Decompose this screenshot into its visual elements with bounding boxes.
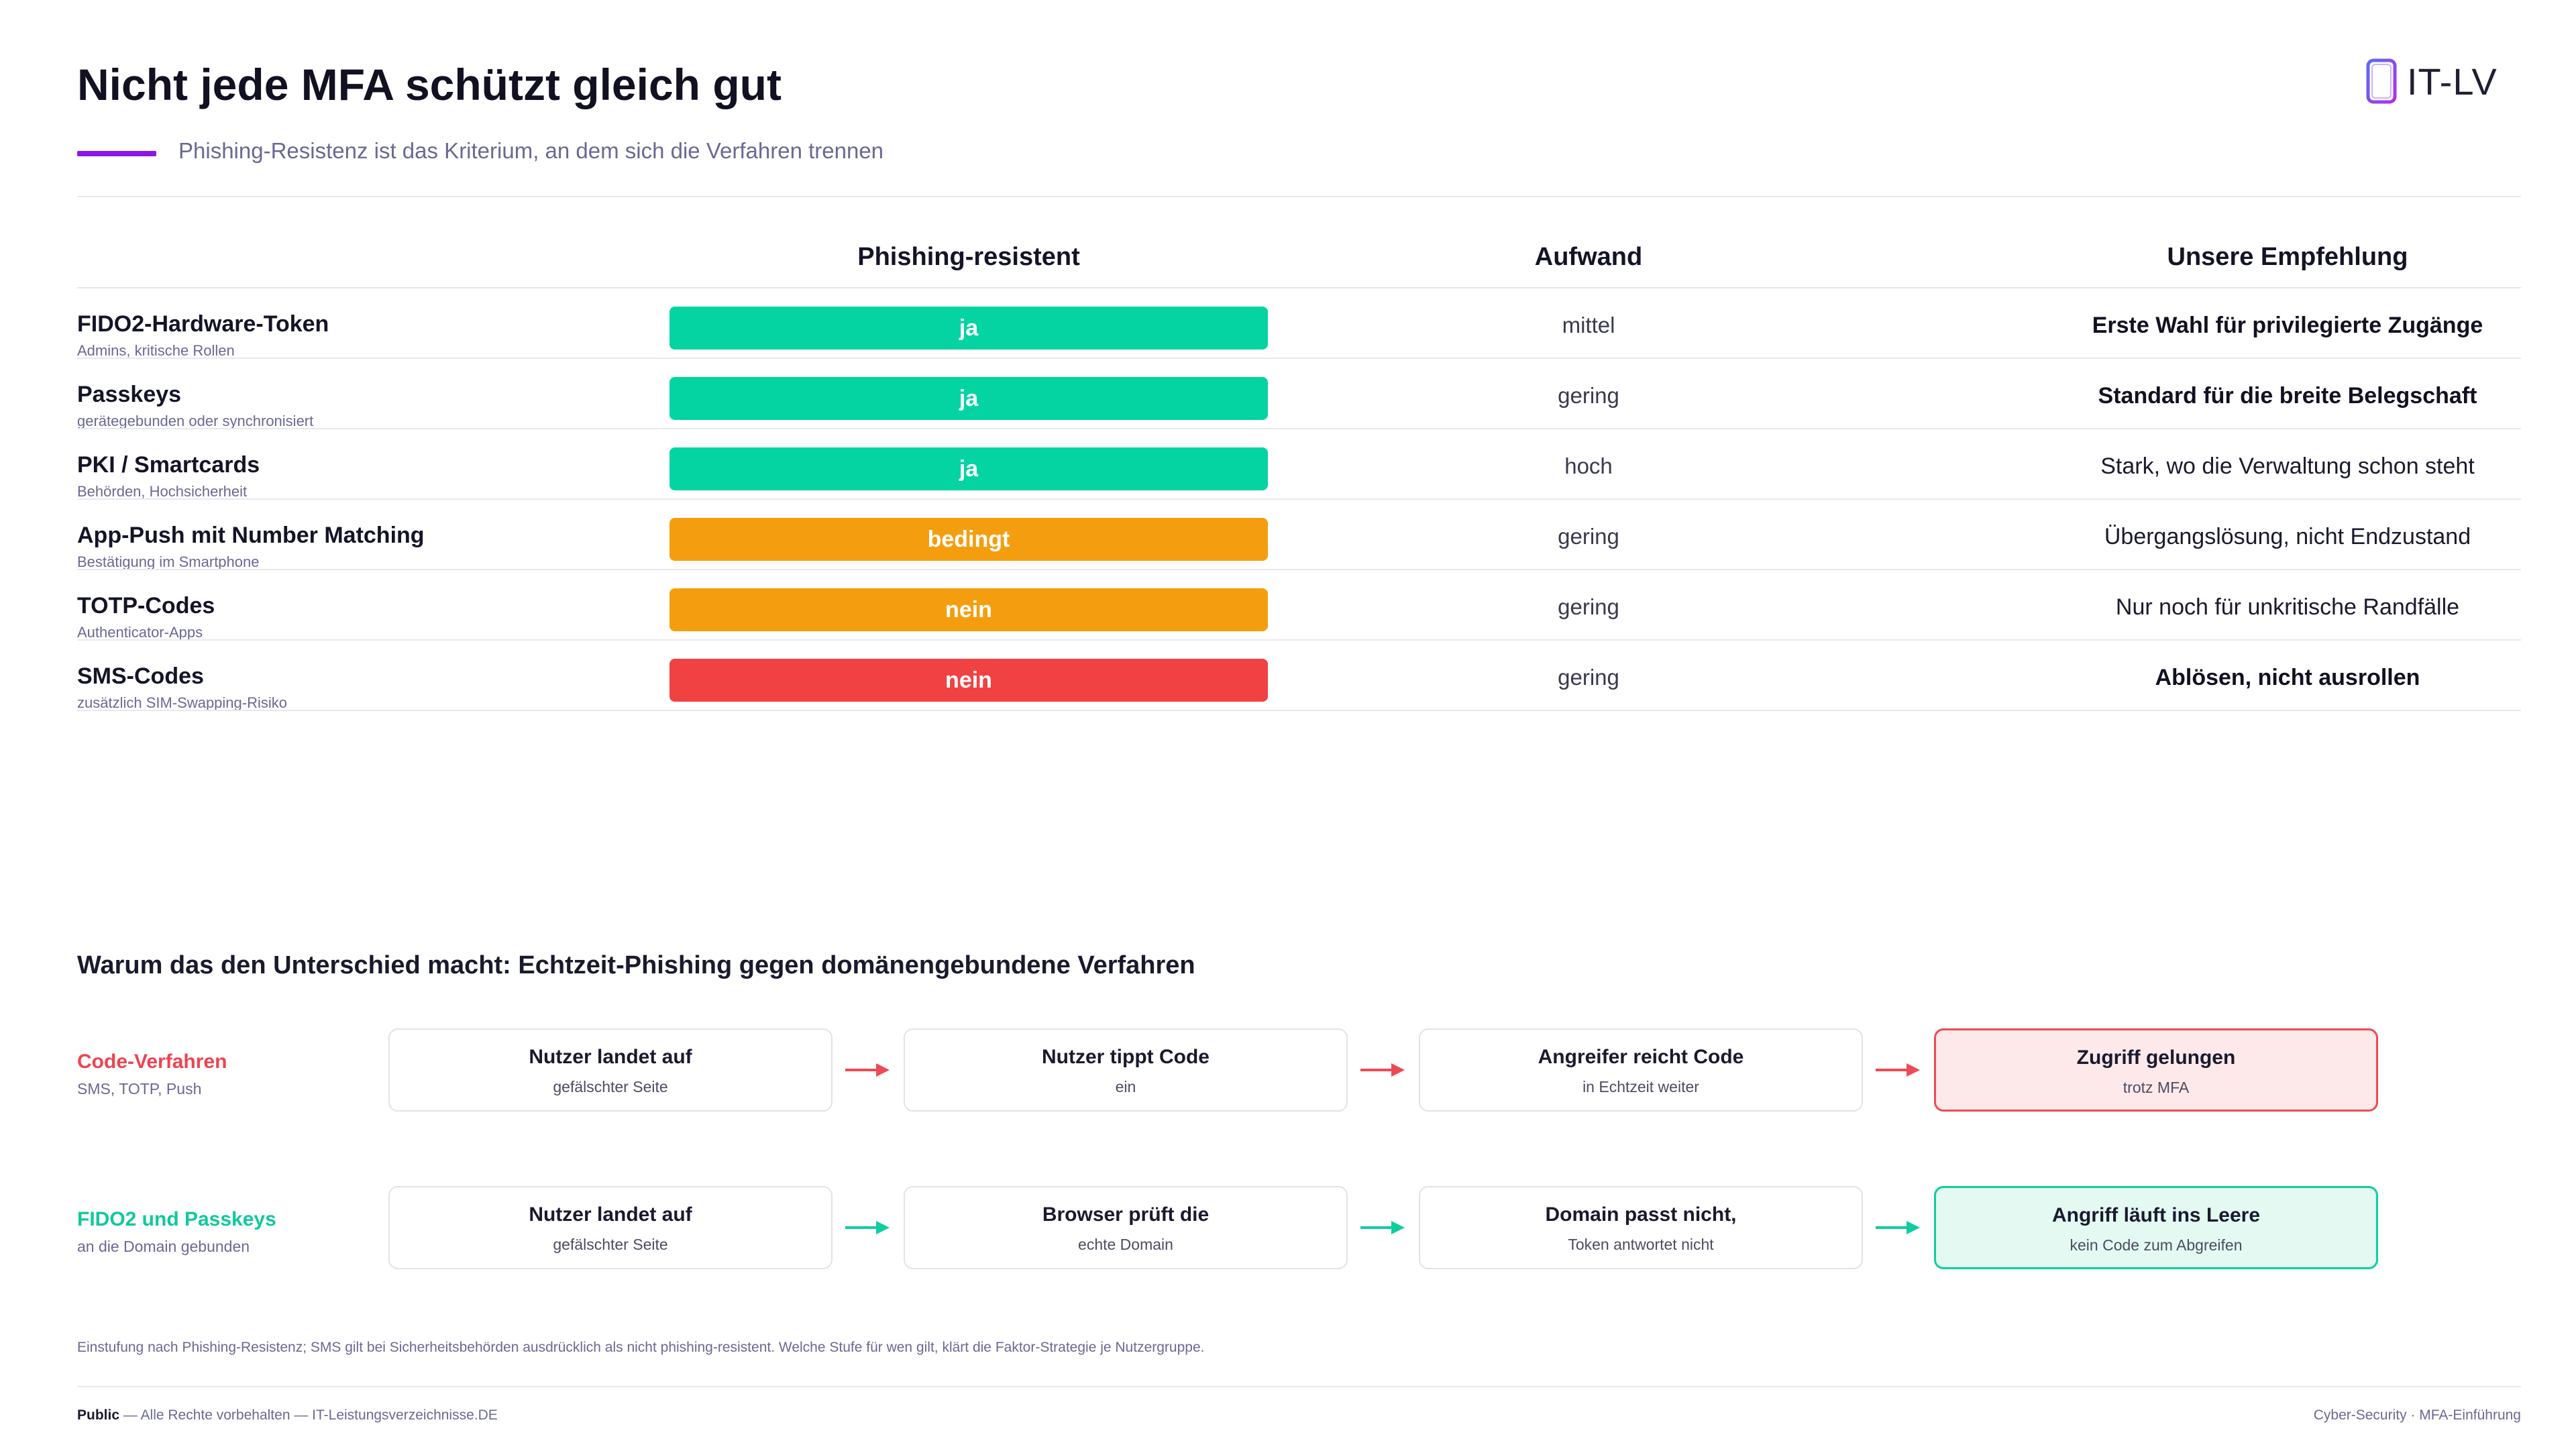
- arrow-right-icon: [845, 1063, 890, 1077]
- arrow-right-icon: [1876, 1221, 1920, 1234]
- arrow-right-icon: [1360, 1221, 1405, 1234]
- lane-subtitle-code: SMS, TOTP, Push: [77, 1080, 202, 1097]
- table-row: App-Push mit Number Matching Bestätigung…: [77, 500, 2521, 570]
- footer-right: Cyber-Security · MFA-Einführung: [2313, 1407, 2521, 1423]
- page-subtitle: Phishing-Resistenz ist das Kriterium, an…: [178, 138, 884, 163]
- row-divider: [77, 710, 2521, 711]
- arrow-right-icon: [845, 1221, 890, 1234]
- flow-step-subtitle: gefälschter Seite: [553, 1078, 668, 1095]
- row-divider: [77, 569, 2521, 570]
- phishing-status-badge: ja: [669, 307, 1268, 350]
- method-subtitle: Bestätigung im Smartphone: [77, 553, 260, 570]
- flow-step-subtitle: in Echtzeit weiter: [1582, 1078, 1699, 1095]
- flow-step-subtitle: trotz MFA: [2123, 1079, 2190, 1096]
- flow-step-title: Nutzer landet auf: [529, 1203, 692, 1226]
- column-header-empfehlung: Unsere Empfehlung: [2167, 243, 2408, 271]
- method-name: SMS-Codes: [77, 663, 204, 689]
- row-divider: [77, 428, 2521, 429]
- flow-step-title: Zugriff gelungen: [2076, 1046, 2236, 1069]
- method-name: Passkeys: [77, 382, 182, 407]
- logo-icon: [2365, 58, 2398, 105]
- flow-step-outcome-fail: Zugriff gelungen trotz MFA: [1934, 1028, 2378, 1112]
- table-row: SMS-Codes zusätzlich SIM-Swapping-Risiko…: [77, 641, 2521, 711]
- lane-subtitle-fido: an die Domain gebunden: [77, 1238, 250, 1255]
- column-header-phishing: Phishing-resistent: [857, 243, 1080, 271]
- arrow-right-icon: [1360, 1063, 1405, 1077]
- effort-value: gering: [1558, 594, 1619, 619]
- method-name: App-Push mit Number Matching: [77, 523, 425, 548]
- table-header-divider: [77, 287, 2521, 288]
- flow-step-title: Nutzer tippt Code: [1042, 1046, 1210, 1068]
- logo-text: IT-LV: [2407, 60, 2498, 103]
- footer-left: Public — Alle Rechte vorbehalten — IT-Le…: [77, 1407, 498, 1424]
- flow-step-subtitle: kein Code zum Abgreifen: [2070, 1236, 2243, 1254]
- classification-label: Public: [77, 1407, 120, 1423]
- flow-step-subtitle: ein: [1115, 1078, 1136, 1095]
- lane-label-code: Code-Verfahren: [77, 1051, 227, 1073]
- flow-step-subtitle: Token antwortet nicht: [1568, 1236, 1714, 1253]
- rights-text: — Alle Rechte vorbehalten — IT-Leistungs…: [119, 1407, 498, 1423]
- flow-step: Nutzer tippt Code ein: [904, 1028, 1348, 1112]
- recommendation: Ablösen, nicht ausrollen: [2155, 665, 2420, 690]
- flow-step: Nutzer landet auf gefälschter Seite: [388, 1028, 833, 1112]
- flow-step-title: Domain passt nicht,: [1545, 1203, 1737, 1226]
- recommendation: Stark, wo die Verwaltung schon steht: [2100, 453, 2475, 479]
- flow-step-title: Angreifer reicht Code: [1538, 1046, 1744, 1068]
- method-name: FIDO2-Hardware-Token: [77, 311, 329, 337]
- page-title: Nicht jede MFA schützt gleich gut: [77, 60, 782, 109]
- table-row: Passkeys gerätegebunden oder synchronisi…: [77, 359, 2521, 429]
- method-subtitle: Behörden, Hochsicherheit: [77, 483, 248, 500]
- flow-step: Angreifer reicht Code in Echtzeit weiter: [1419, 1028, 1863, 1112]
- effort-value: gering: [1558, 524, 1619, 549]
- method-subtitle: Authenticator-Apps: [77, 624, 203, 641]
- arrow-right-icon: [1876, 1063, 1920, 1077]
- flow-step-subtitle: gefälschter Seite: [553, 1236, 668, 1253]
- table-row: TOTP-Codes Authenticator-Apps nein gerin…: [77, 570, 2521, 641]
- method-subtitle: zusätzlich SIM-Swapping-Risiko: [77, 694, 287, 711]
- row-divider: [77, 639, 2521, 641]
- recommendation: Nur noch für unkritische Randfälle: [2115, 594, 2460, 620]
- footer-divider: [77, 1386, 2521, 1387]
- effort-value: gering: [1558, 383, 1619, 408]
- table-row: PKI / Smartcards Behörden, Hochsicherhei…: [77, 429, 2521, 500]
- method-name: PKI / Smartcards: [77, 452, 260, 478]
- effort-value: mittel: [1562, 313, 1615, 337]
- flow-step-title: Browser prüft die: [1042, 1203, 1210, 1226]
- flow-step-outcome-success: Angriff läuft ins Leere kein Code zum Ab…: [1934, 1186, 2378, 1269]
- method-name: TOTP-Codes: [77, 593, 215, 619]
- logo: IT-LV: [2365, 58, 2498, 105]
- accent-line: [77, 151, 156, 156]
- lane-label-fido: FIDO2 und Passkeys: [77, 1208, 276, 1230]
- flow-step: Domain passt nicht, Token antwortet nich…: [1419, 1186, 1863, 1269]
- phishing-status-badge: bedingt: [669, 518, 1268, 561]
- recommendation: Übergangslösung, nicht Endzustand: [2104, 524, 2471, 549]
- section-title: Warum das den Unterschied macht: Echtzei…: [77, 951, 1195, 979]
- flow-step-subtitle: echte Domain: [1078, 1236, 1173, 1253]
- flow-step: Nutzer landet auf gefälschter Seite: [388, 1186, 833, 1269]
- flow-step-title: Nutzer landet auf: [529, 1046, 692, 1068]
- effort-value: hoch: [1564, 453, 1613, 478]
- method-subtitle: gerätegebunden oder synchronisiert: [77, 413, 314, 429]
- flow-step: Browser prüft die echte Domain: [904, 1186, 1348, 1269]
- effort-value: gering: [1558, 665, 1619, 690]
- footnote: Einstufung nach Phishing-Resistenz; SMS …: [77, 1340, 1205, 1355]
- recommendation: Standard für die breite Belegschaft: [2098, 383, 2477, 409]
- flow-step-title: Angriff läuft ins Leere: [2051, 1204, 2261, 1226]
- row-divider: [77, 358, 2521, 359]
- phishing-status-badge: nein: [669, 588, 1268, 631]
- phishing-status-badge: ja: [669, 447, 1268, 490]
- table-row: FIDO2-Hardware-Token Admins, kritische R…: [77, 288, 2521, 359]
- row-divider: [77, 498, 2521, 500]
- recommendation: Erste Wahl für privilegierte Zugänge: [2092, 313, 2483, 338]
- header-divider: [77, 196, 2521, 197]
- phishing-status-badge: ja: [669, 377, 1268, 420]
- phishing-status-badge: nein: [669, 659, 1268, 702]
- method-subtitle: Admins, kritische Rollen: [77, 342, 235, 359]
- column-header-aufwand: Aufwand: [1534, 243, 1643, 271]
